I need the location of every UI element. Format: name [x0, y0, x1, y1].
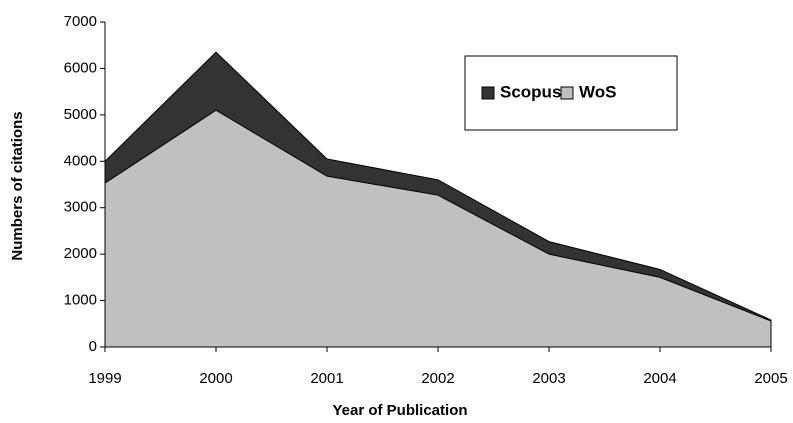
y-axis-title: Numbers of citations — [9, 111, 26, 260]
y-tick-label: 4000 — [64, 152, 97, 169]
y-tick-label: 6000 — [64, 59, 97, 76]
legend-label: WoS — [579, 82, 616, 101]
x-axis-title: Year of Publication — [332, 402, 467, 419]
x-tick-label: 2000 — [199, 370, 232, 387]
legend-label: Scopus — [500, 82, 561, 101]
x-tick-label: 2001 — [310, 370, 343, 387]
x-tick-label: 2003 — [532, 370, 565, 387]
y-tick-label: 7000 — [64, 13, 97, 30]
x-tick-label: 2002 — [421, 370, 454, 387]
legend-swatch — [481, 86, 495, 100]
x-tick-label: 2004 — [643, 370, 676, 387]
area — [104, 109, 772, 348]
y-tick-label: 3000 — [64, 199, 97, 216]
x-tick-label: 2005 — [754, 370, 787, 387]
legend-swatch — [560, 86, 574, 100]
y-tick-label: 1000 — [64, 292, 97, 309]
x-tick-label: 1999 — [88, 370, 121, 387]
y-tick-label: 5000 — [64, 106, 97, 123]
y-tick-label: 0 — [89, 338, 97, 355]
y-tick-label: 2000 — [64, 245, 97, 262]
